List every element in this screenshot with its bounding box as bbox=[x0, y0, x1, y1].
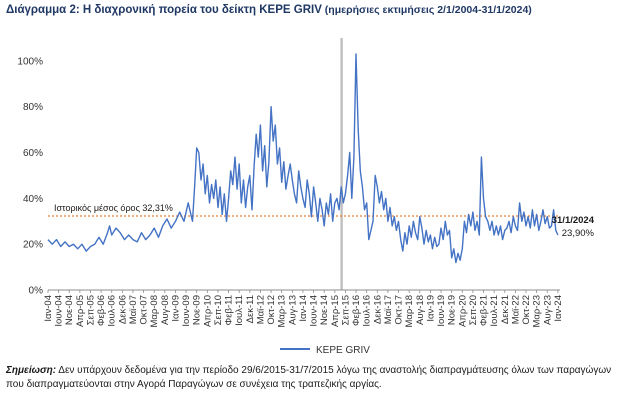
x-tick-label: Απρ-10 bbox=[202, 295, 213, 327]
x-tick-label: Οκτ-17 bbox=[394, 295, 405, 325]
x-tick-label: Μαϊ-22 bbox=[510, 295, 521, 324]
x-tick-label: Φεβ-06 bbox=[96, 295, 107, 326]
x-tick-label: Ιουν-09 bbox=[181, 295, 192, 327]
gap-period-band bbox=[340, 38, 343, 290]
x-tick-label: Ιουν-14 bbox=[309, 295, 320, 327]
x-tick-label: Αυγ-18 bbox=[415, 295, 426, 325]
y-tick-label: 40% bbox=[23, 194, 43, 205]
x-tick-label: Απρ-15 bbox=[330, 295, 341, 327]
x-tick-label: Απρ-20 bbox=[457, 295, 468, 327]
x-tick-label: Μαρ-18 bbox=[404, 295, 415, 328]
x-tick-label: Ιαν-04 bbox=[43, 295, 54, 322]
x-tick-label: Μαϊ-12 bbox=[255, 295, 266, 324]
x-tick-label: Μαρ-23 bbox=[532, 295, 543, 328]
x-tick-label: Ιαν-24 bbox=[553, 295, 564, 322]
legend: ΚΕΡΕ GRIV bbox=[280, 345, 370, 356]
x-tick-label: Νοε-14 bbox=[319, 295, 330, 325]
y-tick-label: 20% bbox=[23, 240, 43, 251]
x-tick-label: Φεβ-16 bbox=[351, 295, 362, 326]
x-tick-label: Ιουλ-11 bbox=[234, 295, 245, 326]
x-tick-label: Αυγ-23 bbox=[542, 295, 553, 325]
x-tick-label: Νοε-19 bbox=[447, 295, 458, 325]
footnote: Σημείωση: Δεν υπάρχουν δεδομένα για την … bbox=[6, 364, 618, 392]
x-tick-label: Ιαν-14 bbox=[298, 295, 309, 322]
x-tick-label: Οκτ-07 bbox=[139, 295, 150, 325]
y-tick-label: 100% bbox=[17, 56, 43, 67]
last-value-date-label: 31/1/2024 bbox=[552, 215, 595, 226]
x-tick-label: Δεκ-06 bbox=[117, 295, 128, 324]
x-tick-label: Μαϊ-17 bbox=[383, 295, 394, 324]
x-tick-label: Φεβ-11 bbox=[224, 295, 235, 325]
last-value-label: 23,90% bbox=[562, 228, 595, 239]
x-tick-label: Δεκ-11 bbox=[245, 295, 256, 323]
y-axis: 0% 20% 40% 60% 80% 100% bbox=[17, 56, 43, 296]
x-tick-label: Οκτ-22 bbox=[521, 295, 532, 325]
x-tick-label: Σεπ-05 bbox=[85, 295, 96, 325]
legend-label: ΚΕΡΕ GRIV bbox=[316, 345, 370, 356]
x-tick-label: Νοε-04 bbox=[64, 295, 75, 325]
x-tick-label: Απρ-05 bbox=[75, 295, 86, 327]
y-tick-label: 80% bbox=[23, 102, 43, 113]
x-tick-label: Ιαν-09 bbox=[170, 295, 181, 322]
mean-line-label: Ιστορικός μέσος όρος 32,31% bbox=[54, 203, 173, 213]
x-tick-label: Ιουν-19 bbox=[436, 295, 447, 327]
x-tick-label: Σεπ-10 bbox=[213, 295, 224, 325]
series-line-0 bbox=[47, 53, 559, 264]
x-tick-label: Σεπ-20 bbox=[468, 295, 479, 325]
x-tick-label: Αυγ-13 bbox=[287, 295, 298, 325]
footnote-text: Δεν υπάρχουν δεδομένα για την περίοδο 29… bbox=[6, 365, 612, 390]
chart-title: Διάγραμμα 2: Η διαχρονική πορεία του δεί… bbox=[6, 4, 620, 16]
x-tick-label: Νοε-09 bbox=[192, 295, 203, 325]
x-tick-label: Μαρ-08 bbox=[149, 295, 160, 328]
x-tick-label: Μαρ-13 bbox=[277, 295, 288, 328]
x-tick-label: Σεπ-15 bbox=[340, 295, 351, 325]
x-tick-label: Ιουλ-06 bbox=[107, 295, 118, 327]
footnote-label: Σημείωση: bbox=[6, 365, 57, 376]
x-tick-label: Οκτ-12 bbox=[266, 295, 277, 325]
x-tick-label: Δεκ-21 bbox=[500, 295, 511, 324]
x-axis: Ιαν-04 Ιουν-04 Νοε-04 Απρ-05 Σεπ-05 Φεβ-06 Ιου… bbox=[43, 289, 564, 328]
x-tick-label: Ιουλ-16 bbox=[362, 295, 373, 327]
x-tick-label: Δεκ-16 bbox=[372, 295, 383, 324]
chart-title-main: Διάγραμμα 2: Η διαχρονική πορεία του δεί… bbox=[6, 4, 322, 16]
y-tick-label: 60% bbox=[23, 148, 43, 159]
y-tick-label: 0% bbox=[29, 286, 44, 297]
chart-title-sub: (ημερήσιες εκτιμήσεις 2/1/2004-31/1/2024… bbox=[321, 4, 532, 16]
x-tick-label: Φεβ-21 bbox=[479, 295, 490, 326]
x-tick-label: Αυγ-08 bbox=[160, 295, 171, 325]
x-tick-label: Ιουν-04 bbox=[54, 295, 65, 327]
x-tick-label: Μαϊ-07 bbox=[128, 295, 139, 324]
x-tick-label: Ιαν-19 bbox=[425, 295, 436, 322]
x-tick-label: Ιουλ-21 bbox=[489, 295, 500, 327]
